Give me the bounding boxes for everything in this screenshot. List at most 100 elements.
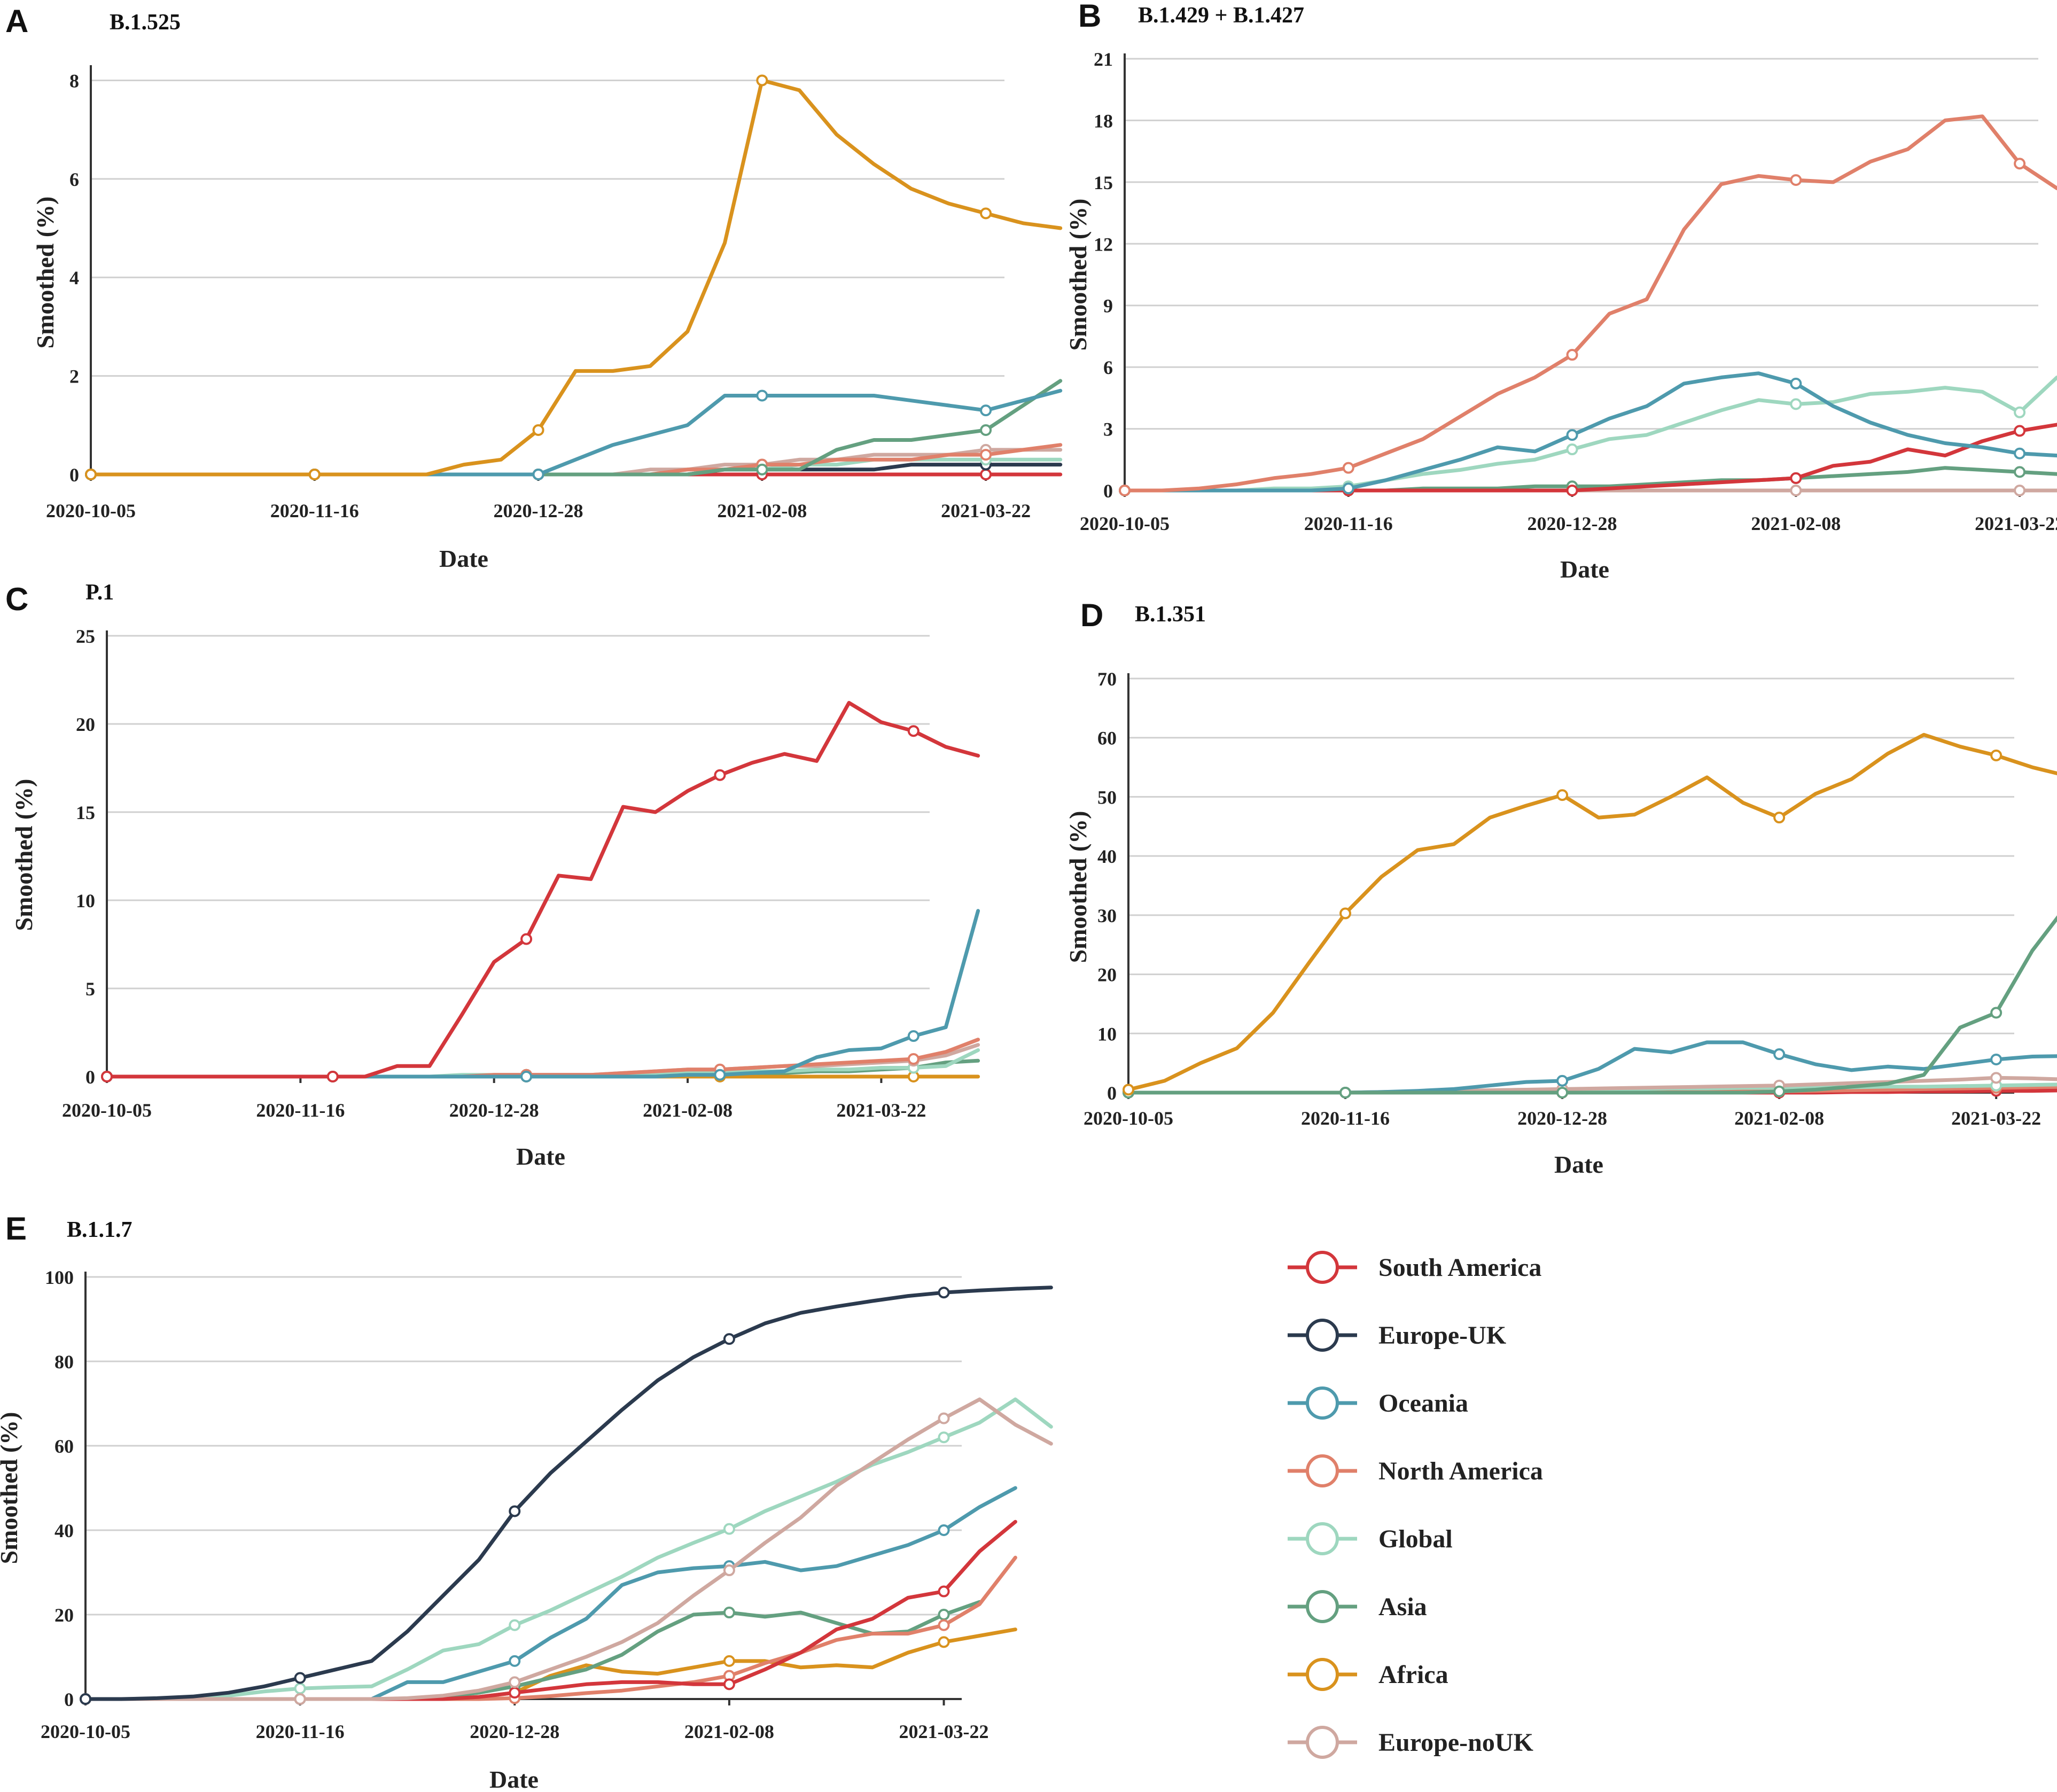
series-line-north-america (1123, 114, 2057, 493)
x-tick-label: 2021-02-08 (684, 1721, 774, 1742)
y-tick-label: 6 (69, 169, 79, 190)
data-point-marker (980, 207, 992, 220)
data-point-marker (980, 469, 992, 480)
data-point-marker (294, 1693, 306, 1705)
x-tick-label: 2020-12-28 (1517, 1108, 1607, 1129)
data-point-marker (509, 1505, 521, 1517)
x-tick-label: 2021-03-22 (1975, 513, 2057, 534)
x-tick-label: 2020-11-16 (256, 1721, 345, 1742)
series-africa (85, 74, 1063, 480)
y-tick-label: 2 (69, 366, 79, 387)
legend-item-north-america: North America (1288, 1454, 1543, 1487)
data-point-marker (1566, 429, 1578, 441)
x-tick-label: 2020-10-05 (41, 1721, 130, 1742)
series-line-europe-uk (83, 1285, 1053, 1701)
x-axis-label: Date (439, 545, 488, 572)
y-tick-label: 40 (54, 1520, 74, 1541)
panel-letter: C (5, 581, 28, 617)
data-point-marker (938, 1524, 950, 1536)
series-north-america (1119, 114, 2057, 496)
series-europe-uk (85, 458, 1063, 480)
x-tick-label: 2021-03-22 (1951, 1108, 2041, 1129)
x-tick-label: 2021-02-08 (643, 1100, 733, 1121)
legend-item-global: Global (1288, 1522, 1453, 1555)
x-tick-label: 2020-11-16 (1301, 1108, 1390, 1129)
data-point-marker (326, 1071, 339, 1082)
panel-letter: E (5, 1211, 27, 1246)
x-tick-label: 2021-02-08 (1751, 513, 1841, 534)
data-point-marker (1342, 482, 1354, 495)
y-tick-label: 60 (1097, 728, 1117, 749)
legend-label: Africa (1378, 1661, 1448, 1689)
data-point-marker (294, 1682, 306, 1695)
data-point-marker (938, 1412, 950, 1424)
y-tick-label: 8 (69, 70, 79, 91)
legend-label: North America (1378, 1457, 1543, 1485)
panel-b: 0 3 6 9 12 15 18 21 2020-10-05 2020-11-16 2020-12-… (1064, 0, 2057, 583)
data-point-marker (532, 469, 544, 480)
data-point-marker (1123, 1084, 1134, 1096)
data-point-marker (509, 1676, 521, 1688)
data-point-marker (1773, 1085, 1786, 1097)
data-point-marker (1566, 443, 1578, 456)
data-point-marker (1790, 377, 1802, 389)
y-tick-label: 12 (1094, 233, 1113, 255)
data-point-marker (756, 463, 768, 476)
data-point-marker (294, 1672, 306, 1684)
legend-marker (1306, 1319, 1339, 1352)
legend-marker (1306, 1454, 1339, 1487)
data-point-marker (2014, 485, 2026, 496)
y-tick-label: 20 (76, 714, 95, 735)
panel-e: 0 20 40 60 80 100 2020-10-05 2020-11-16 2020-12-… (0, 1211, 1053, 1792)
data-point-marker (723, 1678, 735, 1690)
data-point-marker (509, 1619, 521, 1631)
data-point-marker (1556, 789, 1569, 801)
y-tick-label: 80 (54, 1351, 74, 1373)
data-point-marker (907, 1053, 920, 1065)
x-tick-label: 2020-12-28 (1528, 513, 1617, 534)
x-tick-label: 2020-11-16 (256, 1100, 345, 1121)
y-tick-label: 0 (85, 1066, 95, 1088)
panel-d: 0 10 20 30 40 50 60 70 2020-10-05 2020-11-16 2020-… (1064, 597, 2057, 1178)
legend-label: Oceania (1378, 1389, 1468, 1417)
y-tick-label: 50 (1097, 786, 1117, 808)
panel-title: B.1.1.7 (67, 1218, 133, 1242)
x-tick-label: 2021-02-08 (1734, 1108, 1824, 1129)
y-tick-label: 18 (1094, 110, 1113, 131)
series-line-oceania (1123, 371, 2057, 493)
legend-label: Europe-noUK (1378, 1728, 1533, 1757)
data-point-marker (1342, 462, 1354, 474)
x-axis-label: Date (1560, 556, 1609, 583)
legend-item-europe-nouk: Europe-noUK (1288, 1726, 1533, 1759)
data-point-marker (1566, 485, 1578, 496)
y-tick-label: 10 (1097, 1023, 1117, 1045)
legend-marker (1306, 1386, 1339, 1420)
data-point-marker (2014, 447, 2026, 459)
data-point-marker (1556, 1074, 1569, 1087)
x-tick-label: 2020-12-28 (470, 1721, 559, 1742)
data-point-marker (1990, 749, 2003, 761)
series-europe-uk (80, 1285, 1053, 1705)
data-point-marker (1990, 1054, 2003, 1065)
panel-title: P.1 (85, 580, 114, 605)
y-tick-label: 100 (45, 1267, 74, 1288)
legend-item-africa: Africa (1288, 1658, 1448, 1691)
x-tick-label: 2020-10-05 (62, 1100, 152, 1121)
y-axis-label: Smoothed (%) (1064, 811, 1092, 963)
data-point-marker (1773, 812, 1786, 824)
data-point-marker (1339, 1087, 1352, 1098)
y-tick-label: 15 (76, 802, 95, 823)
series-line-global (89, 457, 1063, 477)
x-tick-label: 2021-03-22 (941, 500, 1031, 521)
y-tick-label: 4 (69, 267, 79, 289)
data-point-marker (532, 424, 544, 437)
x-axis-label: Date (489, 1766, 539, 1792)
data-point-marker (85, 469, 97, 480)
panel-title: B.1.525 (110, 10, 181, 35)
series-north-america (80, 1555, 1017, 1705)
series-line-europe-nouk (83, 1397, 1053, 1701)
x-tick-label: 2021-03-22 (899, 1721, 989, 1742)
x-tick-label: 2020-11-16 (270, 500, 359, 521)
x-tick-label: 2021-02-08 (717, 500, 807, 521)
